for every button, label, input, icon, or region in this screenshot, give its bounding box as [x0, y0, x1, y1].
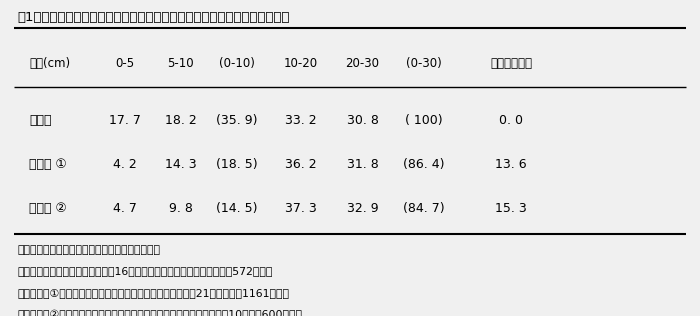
Text: (14. 5): (14. 5) — [216, 202, 258, 215]
Text: 36. 2: 36. 2 — [285, 158, 317, 171]
Text: 表1　イチビ実生出芽前後の埋土種子の垂直分布と実生の発生割合　（％）: 表1 イチビ実生出芽前後の埋土種子の垂直分布と実生の発生割合 （％） — [18, 11, 290, 24]
Text: 注）埋土種子数＋実生数を１００％として表示、: 注）埋土種子数＋実生数を１００％として表示、 — [18, 245, 160, 255]
Text: 深度(cm): 深度(cm) — [29, 57, 71, 70]
Text: 32. 9: 32. 9 — [346, 202, 379, 215]
Text: 33. 2: 33. 2 — [285, 114, 317, 127]
Text: 0-5: 0-5 — [115, 57, 134, 70]
Text: 4. 2: 4. 2 — [113, 158, 136, 171]
Text: 出芽後 ②: 出芽後 ② — [29, 202, 67, 215]
Text: 13. 6: 13. 6 — [495, 158, 527, 171]
Text: 20-30: 20-30 — [346, 57, 379, 70]
Text: (35. 9): (35. 9) — [216, 114, 258, 127]
Text: 14. 3: 14. 3 — [164, 158, 197, 171]
Text: 15. 3: 15. 3 — [495, 202, 527, 215]
Text: (86. 4): (86. 4) — [403, 158, 445, 171]
Text: 10-20: 10-20 — [284, 57, 318, 70]
Text: 実生発生割合: 実生発生割合 — [490, 57, 532, 70]
Text: 37. 3: 37. 3 — [285, 202, 317, 215]
Text: 0. 0: 0. 0 — [499, 114, 523, 127]
Text: (0-10): (0-10) — [218, 57, 255, 70]
Text: 出芽前　は４月調査、調査は16区画、得られた埋土種子数の平均は572個／㎡: 出芽前 は４月調査、調査は16区画、得られた埋土種子数の平均は572個／㎡ — [18, 266, 273, 276]
Text: 5-10: 5-10 — [167, 57, 194, 70]
Text: (84. 7): (84. 7) — [403, 202, 445, 215]
Text: 18. 2: 18. 2 — [164, 114, 197, 127]
Text: 出芽後 ①: 出芽後 ① — [29, 158, 67, 171]
Text: ( 100): ( 100) — [405, 114, 443, 127]
Text: 31. 8: 31. 8 — [346, 158, 379, 171]
Text: 出芽後②は９月調査、実生数は調査日までに出芽した総数、調査は10区画、600個／㎡: 出芽後②は９月調査、実生数は調査日までに出芽した総数、調査は10区画、600個／… — [18, 309, 302, 316]
Text: 4. 7: 4. 7 — [113, 202, 136, 215]
Text: 17. 7: 17. 7 — [108, 114, 141, 127]
Text: 9. 8: 9. 8 — [169, 202, 192, 215]
Text: 出芽前: 出芽前 — [29, 114, 52, 127]
Text: (18. 5): (18. 5) — [216, 158, 258, 171]
Text: 出芽後①は７月調査、実生数は調査時の現存数、調査は21区画、平均1161個／㎡: 出芽後①は７月調査、実生数は調査時の現存数、調査は21区画、平均1161個／㎡ — [18, 288, 290, 298]
Text: (0-30): (0-30) — [406, 57, 442, 70]
Text: 30. 8: 30. 8 — [346, 114, 379, 127]
